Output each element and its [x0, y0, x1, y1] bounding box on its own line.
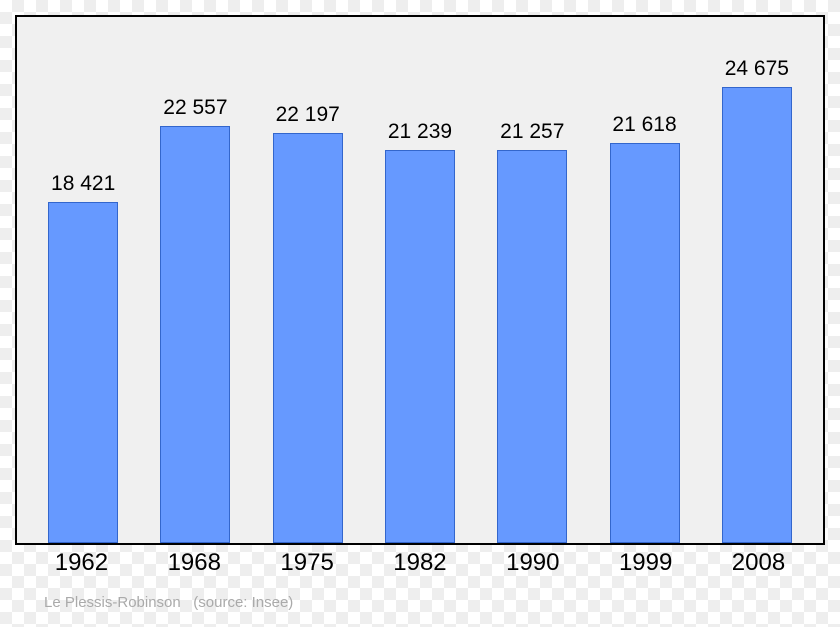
- bar-slot: 18 421: [38, 17, 128, 543]
- bar-slot: 24 675: [712, 17, 802, 543]
- bar-value-label: 24 675: [725, 57, 789, 81]
- x-axis-year: 1968: [149, 549, 239, 577]
- bar-rect: [385, 150, 455, 543]
- bar-slot: 21 618: [600, 17, 690, 543]
- x-axis-year: 1990: [488, 549, 578, 577]
- x-axis-labels: 1962 1968 1975 1982 1990 1999 2008: [15, 549, 825, 577]
- plot-area: 18 421 22 557 22 197 21 239 21 257 21 618 24 6…: [15, 15, 825, 545]
- bar-value-label: 18 421: [51, 172, 115, 196]
- bar-rect: [48, 202, 118, 543]
- bar-value-label: 21 618: [612, 113, 676, 137]
- bar-slot: 21 239: [375, 17, 465, 543]
- footer-location: Le Plessis-Robinson: [44, 594, 181, 611]
- footer-source: (source: Insee): [193, 594, 293, 611]
- x-axis-year: 1962: [36, 549, 126, 577]
- bar-value-label: 21 239: [388, 120, 452, 144]
- chart-footer: Le Plessis-Robinson (source: Insee): [44, 594, 293, 611]
- bar-value-label: 22 557: [163, 96, 227, 120]
- x-axis-year: 1975: [262, 549, 352, 577]
- bar-slot: 22 557: [150, 17, 240, 543]
- bar-rect: [722, 87, 792, 543]
- bar-rect: [273, 133, 343, 543]
- bar-value-label: 22 197: [276, 103, 340, 127]
- bar-rect: [610, 143, 680, 543]
- bar-rect: [160, 126, 230, 543]
- bar-slot: 22 197: [263, 17, 353, 543]
- bar-value-label: 21 257: [500, 120, 564, 144]
- bars-region: 18 421 22 557 22 197 21 239 21 257 21 618 24 6…: [17, 17, 823, 543]
- population-chart: 18 421 22 557 22 197 21 239 21 257 21 618 24 6…: [15, 15, 825, 580]
- bar-slot: 21 257: [487, 17, 577, 543]
- x-axis-year: 2008: [713, 549, 803, 577]
- x-axis-year: 1982: [375, 549, 465, 577]
- bar-rect: [497, 150, 567, 543]
- x-axis-year: 1999: [601, 549, 691, 577]
